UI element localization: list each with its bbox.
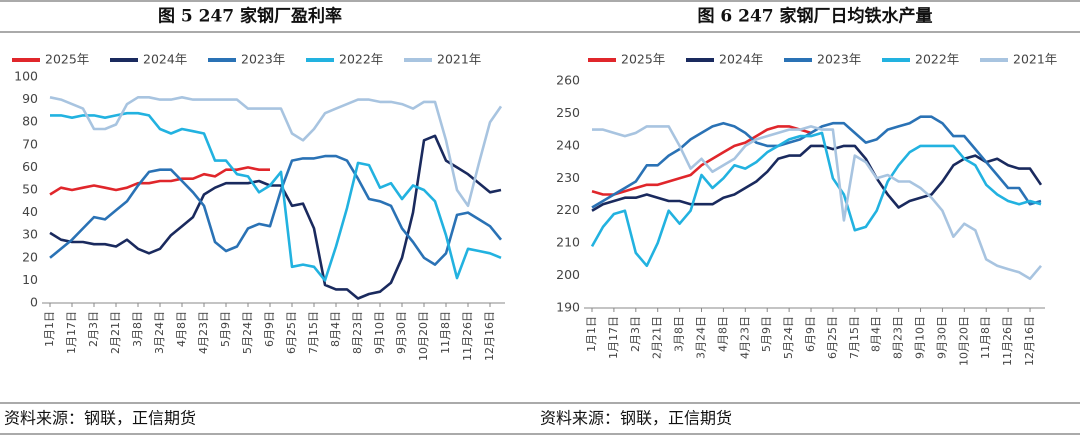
y-tick-label: 60 — [22, 159, 38, 174]
series-line — [591, 125, 812, 196]
x-tick-label: 1月17日 — [607, 316, 620, 359]
x-tick-label: 3月24日 — [695, 316, 708, 359]
y-tick-label: 0 — [30, 295, 38, 310]
x-tick-label: 8月23日 — [351, 311, 364, 354]
x-tick-label: 5月9日 — [760, 316, 773, 352]
series-line — [590, 131, 1042, 268]
y-tick-label: 250 — [556, 105, 580, 120]
x-tick-label: 8月23日 — [892, 316, 905, 359]
x-tick-label: 6月9日 — [263, 311, 276, 347]
x-tick-label: 4月23日 — [197, 311, 210, 354]
x-tick-label: 1月1日 — [585, 316, 598, 352]
y-tick-label: 210 — [556, 235, 580, 250]
x-tick-label: 10月20日 — [957, 316, 970, 366]
x-tick-label: 7月15日 — [307, 311, 320, 354]
x-tick-label: 9月30日 — [395, 311, 408, 354]
x-tick-label: 5月24日 — [782, 316, 795, 359]
x-tick-label: 2月3日 — [87, 311, 100, 347]
x-tick-label: 3月8日 — [131, 311, 144, 347]
y-tick-label: 20 — [22, 249, 38, 264]
x-tick-label: 4月8日 — [175, 311, 188, 347]
source-note: 资料来源：钢联，正信期货 — [540, 409, 732, 428]
legend-label: 2023年 — [817, 52, 861, 67]
x-tick-label: 9月10日 — [914, 316, 927, 359]
series-line — [49, 134, 502, 300]
x-tick-label: 6月25日 — [285, 311, 298, 354]
y-tick-label: 30 — [22, 227, 38, 242]
x-tick-label: 5月24日 — [241, 311, 254, 354]
x-tick-label: 9月10日 — [373, 311, 386, 354]
x-tick-label: 11月8日 — [439, 311, 452, 354]
x-tick-label: 3月8日 — [673, 316, 686, 352]
chart-title: 图 5 247 家钢厂盈利率 — [158, 6, 342, 27]
x-tick-label: 1月17日 — [65, 311, 78, 354]
legend-label: 2021年 — [1013, 52, 1057, 67]
legend-label: 2025年 — [621, 52, 665, 67]
y-tick-label: 50 — [22, 182, 38, 197]
y-tick-label: 10 — [22, 272, 38, 287]
x-tick-label: 4月23日 — [738, 316, 751, 359]
x-tick-label: 11月26日 — [461, 311, 474, 361]
series-line — [50, 111, 502, 282]
legend-label: 2024年 — [143, 52, 187, 67]
y-tick-label: 90 — [22, 91, 38, 106]
x-tick-label: 6月25日 — [826, 316, 839, 359]
y-tick-label: 190 — [556, 300, 580, 315]
y-tick-label: 200 — [556, 267, 580, 282]
x-tick-label: 2月21日 — [109, 311, 122, 354]
y-tick-label: 100 — [14, 69, 38, 84]
chart-title: 图 6 247 家钢厂日均铁水产量 — [697, 6, 932, 27]
x-tick-label: 5月9日 — [219, 311, 232, 347]
legend-label: 2024年 — [719, 52, 763, 67]
x-tick-label: 12月16日 — [1023, 316, 1036, 366]
legend-label: 2021年 — [437, 52, 481, 67]
x-tick-label: 2月3日 — [629, 316, 642, 352]
x-tick-label: 7月15日 — [848, 316, 861, 359]
y-tick-label: 40 — [22, 204, 38, 219]
series-line — [49, 166, 270, 196]
source-note: 资料来源：钢联，正信期货 — [4, 409, 196, 428]
legend-label: 2022年 — [915, 52, 959, 67]
x-tick-label: 9月30日 — [935, 316, 948, 359]
y-tick-label: 260 — [556, 73, 580, 88]
y-tick-label: 230 — [556, 170, 580, 185]
legend-label: 2022年 — [339, 52, 383, 67]
x-tick-label: 8月4日 — [329, 311, 342, 347]
y-tick-label: 80 — [22, 114, 38, 129]
x-tick-label: 3月24日 — [153, 311, 166, 354]
series-line — [49, 154, 503, 266]
legend-label: 2025年 — [45, 52, 89, 67]
y-tick-label: 240 — [556, 137, 580, 152]
x-tick-label: 10月20日 — [417, 311, 430, 361]
y-tick-label: 220 — [556, 202, 580, 217]
x-tick-label: 1月1日 — [43, 311, 56, 347]
x-tick-label: 11月8日 — [979, 316, 992, 359]
series-line — [591, 115, 1042, 209]
x-tick-label: 8月4日 — [870, 316, 883, 352]
x-tick-label: 11月26日 — [1001, 316, 1014, 366]
series-line — [49, 96, 503, 208]
x-tick-label: 2月21日 — [651, 316, 664, 359]
x-tick-label: 6月9日 — [804, 316, 817, 352]
x-tick-label: 4月8日 — [716, 316, 729, 352]
legend-label: 2023年 — [241, 52, 285, 67]
series-line — [591, 144, 1043, 212]
x-tick-label: 12月16日 — [483, 311, 496, 361]
y-tick-label: 70 — [22, 136, 38, 151]
series-line — [592, 125, 1042, 281]
